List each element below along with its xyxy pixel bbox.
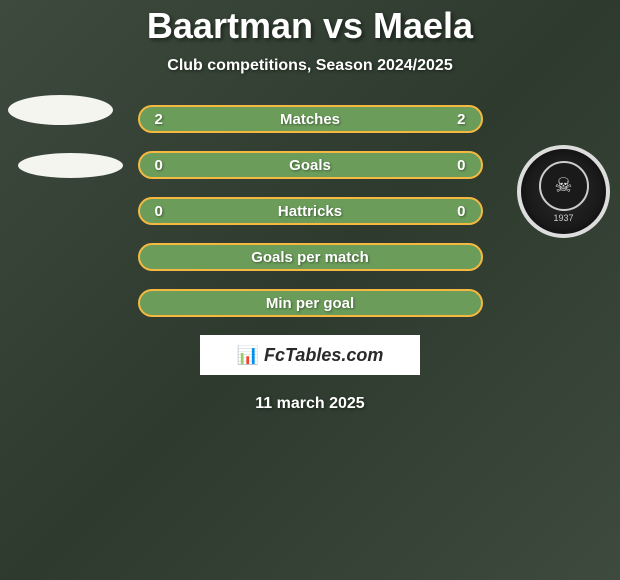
stats-rows: 2 Matches 2 0 Goals 0 0 Hattricks 0 Goal…: [138, 105, 483, 317]
stat-row-goals-per-match: Goals per match: [138, 243, 483, 271]
stat-label: Matches: [280, 111, 340, 128]
club-founding-year: 1937: [553, 213, 573, 223]
date-label: 11 march 2025: [20, 395, 600, 413]
stat-value-left: 2: [155, 111, 175, 128]
page-subtitle: Club competitions, Season 2024/2025: [0, 57, 620, 75]
stat-value-right: 0: [446, 203, 466, 220]
stat-value-left: 0: [155, 203, 175, 220]
stat-label: Goals per match: [251, 249, 369, 266]
stat-row-hattricks: 0 Hattricks 0: [138, 197, 483, 225]
comparison-area: ☠ 1937 2 Matches 2 0 Goals 0 0 Hattricks…: [0, 105, 620, 413]
player-left-avatar-placeholder-1: [8, 95, 113, 125]
player-right-club-badge: ☠ 1937: [517, 145, 610, 238]
stat-value-right: 2: [446, 111, 466, 128]
stat-row-matches: 2 Matches 2: [138, 105, 483, 133]
chart-icon: 📊: [237, 345, 259, 366]
stat-value-left: 0: [155, 157, 175, 174]
stat-row-goals: 0 Goals 0: [138, 151, 483, 179]
stat-label: Hattricks: [278, 203, 342, 220]
stat-label: Min per goal: [266, 295, 354, 312]
club-badge-inner: ☠: [539, 161, 589, 211]
page-title: Baartman vs Maela: [0, 5, 620, 47]
stat-value-right: 0: [446, 157, 466, 174]
branding-text: FcTables.com: [264, 345, 383, 366]
stat-label: Goals: [289, 157, 331, 174]
player-left-avatar-placeholder-2: [18, 153, 123, 178]
branding-banner[interactable]: 📊 FcTables.com: [200, 335, 420, 375]
main-container: Baartman vs Maela Club competitions, Sea…: [0, 0, 620, 413]
skull-crossbones-icon: ☠: [555, 173, 573, 198]
stat-row-min-per-goal: Min per goal: [138, 289, 483, 317]
